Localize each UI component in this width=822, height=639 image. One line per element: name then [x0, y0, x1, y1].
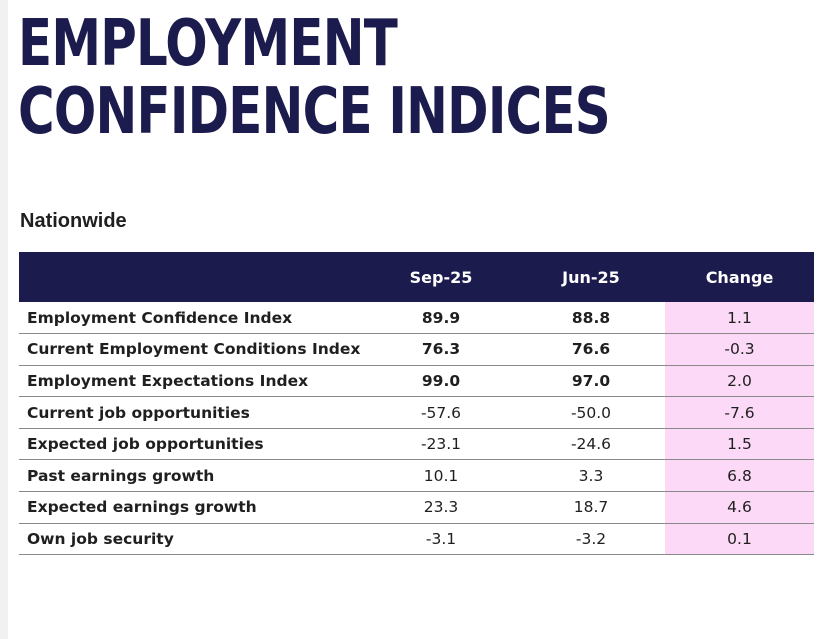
row-label: Expected job opportunities [19, 428, 365, 461]
row-label: Past earnings growth [19, 459, 365, 493]
row-label: Employment Expectations Index [19, 365, 365, 398]
row-jun-value: 18.7 [517, 491, 665, 524]
row-sep-value: 89.9 [365, 302, 517, 335]
row-change-value: 1.1 [665, 302, 814, 335]
table-row: Current job opportunities -57.6 -50.0 -7.6 [19, 396, 814, 429]
table-row: Expected earnings growth 23.3 18.7 4.6 [19, 491, 814, 524]
row-sep-value: -57.6 [365, 396, 517, 429]
header-change: Change [705, 267, 774, 287]
row-change-value: 4.6 [665, 491, 814, 524]
row-label: Employment Confidence Index [19, 302, 365, 335]
table-row: Expected job opportunities -23.1 -24.6 1.5 [19, 428, 814, 461]
row-jun-value: -50.0 [517, 396, 665, 429]
row-change-value: 2.0 [665, 365, 814, 398]
table-header-row: Sep-25 Jun-25 Change [19, 252, 814, 302]
page-title: EMPLOYMENT CONFIDENCE INDICES [18, 7, 611, 149]
table-row: Current Employment Conditions Index 76.3 7… [19, 333, 814, 366]
row-change-value: -7.6 [665, 396, 814, 429]
page-edge-strip [0, 0, 8, 639]
row-jun-value: -3.2 [517, 523, 665, 556]
region-subtitle: Nationwide [20, 210, 127, 232]
row-jun-value: 76.6 [517, 333, 665, 366]
row-change-value: 1.5 [665, 428, 814, 461]
title-line-2: CONFIDENCE INDICES [18, 75, 611, 149]
table-body: Employment Confidence Index 89.9 88.8 1.1 Cu… [19, 302, 814, 556]
row-jun-value: 88.8 [517, 302, 665, 335]
row-label: Expected earnings growth [19, 491, 365, 524]
row-label: Current Employment Conditions Index [19, 333, 365, 366]
row-change-value: 6.8 [665, 459, 814, 493]
table-row: Employment Expectations Index 99.0 97.0 2.0 [19, 365, 814, 398]
row-jun-value: -24.6 [517, 428, 665, 461]
header-label [19, 252, 365, 302]
row-sep-value: 10.1 [365, 459, 517, 493]
table-row: Past earnings growth 10.1 3.3 6.8 [19, 459, 814, 493]
table-row: Own job security -3.1 -3.2 0.1 [19, 523, 814, 556]
row-sep-value: 76.3 [365, 333, 517, 366]
title-line-1: EMPLOYMENT [18, 7, 398, 81]
row-jun-value: 97.0 [517, 365, 665, 398]
row-change-value: 0.1 [665, 523, 814, 556]
row-label: Current job opportunities [19, 396, 365, 429]
header-jun-25: Jun-25 [562, 267, 620, 287]
row-sep-value: 99.0 [365, 365, 517, 398]
header-sep-25: Sep-25 [409, 267, 473, 287]
row-label: Own job security [19, 523, 365, 556]
row-sep-value: -3.1 [365, 523, 517, 556]
table-row: Employment Confidence Index 89.9 88.8 1.1 [19, 302, 814, 335]
row-jun-value: 3.3 [517, 459, 665, 493]
row-change-value: -0.3 [665, 333, 814, 366]
indices-table: Sep-25 Jun-25 Change Employment Confiden… [19, 252, 814, 556]
row-sep-value: -23.1 [365, 428, 517, 461]
row-sep-value: 23.3 [365, 491, 517, 524]
